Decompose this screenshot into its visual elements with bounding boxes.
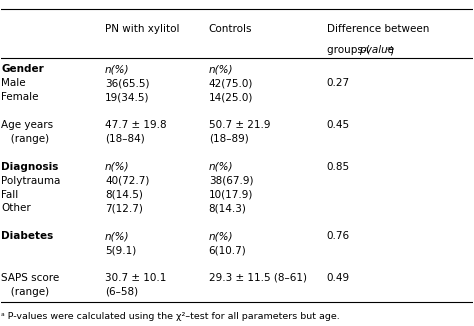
Text: 10(17.9): 10(17.9) (209, 189, 253, 200)
Text: 50.7 ± 21.9: 50.7 ± 21.9 (209, 120, 270, 130)
Text: (range): (range) (1, 287, 49, 297)
Text: n(%): n(%) (105, 65, 129, 74)
Text: Male: Male (1, 78, 26, 88)
Text: 0.27: 0.27 (327, 78, 350, 88)
Text: PN with xylitol: PN with xylitol (105, 24, 180, 34)
Text: -value: -value (363, 45, 395, 55)
Text: n(%): n(%) (209, 231, 233, 241)
Text: 8(14.5): 8(14.5) (105, 189, 143, 200)
Text: 5(9.1): 5(9.1) (105, 245, 137, 255)
Text: ᵃ P-values were calculated using the χ²–test for all parameters but age.: ᵃ P-values were calculated using the χ²–… (1, 312, 340, 321)
Text: n(%): n(%) (209, 162, 233, 172)
Text: n(%): n(%) (209, 65, 233, 74)
Text: 0.49: 0.49 (327, 273, 350, 283)
Text: (range): (range) (1, 134, 49, 144)
Text: ᵃ): ᵃ) (387, 45, 395, 55)
Text: Age years: Age years (1, 120, 54, 130)
Text: 38(67.9): 38(67.9) (209, 176, 253, 185)
Text: (18–84): (18–84) (105, 134, 145, 144)
Text: Fall: Fall (1, 189, 18, 200)
Text: Gender: Gender (1, 65, 44, 74)
Text: 30.7 ± 10.1: 30.7 ± 10.1 (105, 273, 166, 283)
Text: 14(25.0): 14(25.0) (209, 92, 253, 102)
Text: n(%): n(%) (105, 231, 129, 241)
Text: Diagnosis: Diagnosis (1, 162, 59, 172)
Text: 36(65.5): 36(65.5) (105, 78, 150, 88)
Text: 0.85: 0.85 (327, 162, 350, 172)
Text: 6(10.7): 6(10.7) (209, 245, 246, 255)
Text: 42(75.0): 42(75.0) (209, 78, 253, 88)
Text: (6–58): (6–58) (105, 287, 138, 297)
Text: Other: Other (1, 203, 31, 214)
Text: Difference between: Difference between (327, 24, 429, 34)
Text: groups (: groups ( (327, 45, 370, 55)
Text: Diabetes: Diabetes (1, 231, 54, 241)
Text: 7(12.7): 7(12.7) (105, 203, 143, 214)
Text: Controls: Controls (209, 24, 252, 34)
Text: p: p (358, 45, 365, 55)
Text: 40(72.7): 40(72.7) (105, 176, 149, 185)
Text: SAPS score: SAPS score (1, 273, 60, 283)
Text: 8(14.3): 8(14.3) (209, 203, 246, 214)
Text: 47.7 ± 19.8: 47.7 ± 19.8 (105, 120, 167, 130)
Text: Polytrauma: Polytrauma (1, 176, 61, 185)
Text: 19(34.5): 19(34.5) (105, 92, 150, 102)
Text: 0.45: 0.45 (327, 120, 350, 130)
Text: 29.3 ± 11.5 (8–61): 29.3 ± 11.5 (8–61) (209, 273, 307, 283)
Text: 0.76: 0.76 (327, 231, 350, 241)
Text: Female: Female (1, 92, 39, 102)
Text: n(%): n(%) (105, 162, 129, 172)
Text: (18–89): (18–89) (209, 134, 248, 144)
